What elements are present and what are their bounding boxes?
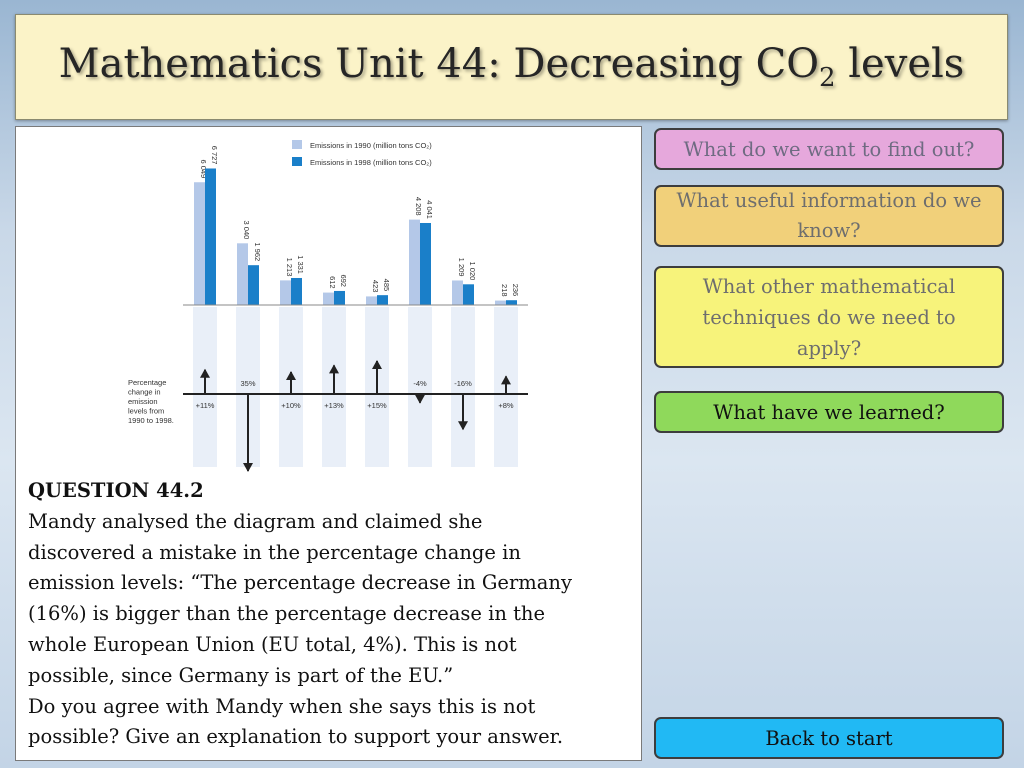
percentage-label: +11%	[196, 401, 215, 410]
category-column-bg	[451, 307, 475, 467]
learned-button[interactable]: What have we learned?	[654, 391, 1004, 433]
bar-value-label: 1 020	[468, 262, 477, 281]
bar-value-label: 692	[339, 274, 348, 287]
bar-value-label: 3 040	[242, 221, 251, 240]
bar-value-label: 612	[328, 276, 337, 289]
change-arrowhead	[501, 375, 511, 385]
question-line: possible, since Germany is part of the E…	[28, 663, 454, 687]
slide-title: Mathematics Unit 44: Decreasing CO2 leve…	[58, 41, 965, 93]
question-block: QUESTION 44.2 Mandy analysed the diagram…	[28, 476, 634, 753]
bar-1998	[334, 290, 345, 305]
bar-1998	[248, 265, 259, 305]
question-line: emission levels: “The percentage decreas…	[28, 571, 572, 595]
change-arrowhead	[329, 364, 339, 374]
bar-1990	[452, 280, 463, 305]
bar-1990	[323, 292, 334, 305]
question-line: Mandy analysed the diagram and claimed s…	[28, 509, 483, 533]
bar-value-label: 6 727	[210, 146, 219, 165]
bar-value-label: 6 049	[199, 159, 208, 178]
change-caption-line: Percentage	[128, 378, 166, 387]
bar-value-label: 218	[500, 284, 509, 297]
percentage-label: -16%	[454, 379, 472, 388]
bar-value-label: 485	[382, 279, 391, 292]
bar-1998	[506, 300, 517, 305]
change-caption-line: 1990 to 1998.	[128, 416, 174, 425]
change-arrowhead	[415, 394, 425, 404]
percentage-label: +8%	[498, 401, 514, 410]
percentage-label: +13%	[324, 401, 344, 410]
find-out-button[interactable]: What do we want to find out?	[654, 128, 1004, 170]
bar-1990	[194, 182, 205, 305]
legend-label-1998: Emissions in 1998 (million tons CO₂)	[310, 158, 432, 167]
question-heading: QUESTION 44.2	[28, 479, 204, 502]
percentage-label: 35%	[240, 379, 255, 388]
bar-1990	[495, 300, 506, 305]
bar-value-label: 4 041	[425, 200, 434, 219]
bar-value-label: 1 962	[253, 242, 262, 261]
change-arrowhead	[372, 360, 382, 369]
bar-value-label: 236	[511, 284, 520, 297]
percentage-label: +10%	[281, 401, 301, 410]
legend-swatch-1990	[292, 140, 302, 149]
title-bar: Mathematics Unit 44: Decreasing CO2 leve…	[15, 14, 1008, 120]
change-arrowhead	[200, 368, 210, 378]
bar-1998	[205, 168, 216, 305]
question-line: (16%) is bigger than the percentage decr…	[28, 602, 546, 626]
useful-info-button[interactable]: What useful information do we know?	[654, 185, 1004, 247]
chart-legend: Emissions in 1990 (million tons CO₂) Emi…	[292, 140, 432, 167]
change-caption-line: emission	[128, 397, 158, 406]
change-caption-line: change in	[128, 388, 161, 397]
bar-1990	[280, 280, 291, 305]
question-line: possible? Give an explanation to support…	[28, 725, 564, 749]
question-line: whole European Union (EU total, 4%). Thi…	[28, 632, 517, 656]
content-panel: Emissions in 1990 (million tons CO₂) Emi…	[15, 126, 642, 761]
bar-1998	[463, 284, 474, 305]
bar-value-label: 4 208	[414, 197, 423, 216]
bar-value-label: 1 213	[285, 258, 294, 277]
category-column-bg	[408, 307, 432, 467]
legend-swatch-1998	[292, 157, 302, 166]
bar-1998	[377, 295, 388, 305]
change-arrowhead	[458, 421, 468, 431]
bar-1998	[420, 222, 431, 305]
bar-1990	[366, 296, 377, 305]
bar-value-label: 423	[371, 280, 380, 293]
techniques-button[interactable]: What other mathematical techniques do we…	[654, 266, 1004, 368]
bar-1990	[237, 243, 248, 305]
bar-1998	[291, 277, 302, 305]
question-line: Do you agree with Mandy when she says th…	[28, 694, 536, 718]
bar-1990	[409, 219, 420, 305]
question-line: discovered a mistake in the percentage c…	[28, 540, 521, 564]
percentage-label: -4%	[413, 379, 427, 388]
percentage-label: +15%	[367, 401, 387, 410]
emissions-chart: Emissions in 1990 (million tons CO₂) Emi…	[128, 140, 528, 472]
legend-label-1990: Emissions in 1990 (million tons CO₂)	[310, 141, 432, 150]
back-to-start-button[interactable]: Back to start	[654, 717, 1004, 759]
bar-value-label: 1 209	[457, 258, 466, 277]
change-arrowhead	[243, 463, 253, 472]
bar-value-label: 1 331	[296, 255, 305, 274]
change-arrowhead	[286, 371, 296, 380]
change-caption-line: levels from	[128, 407, 164, 416]
